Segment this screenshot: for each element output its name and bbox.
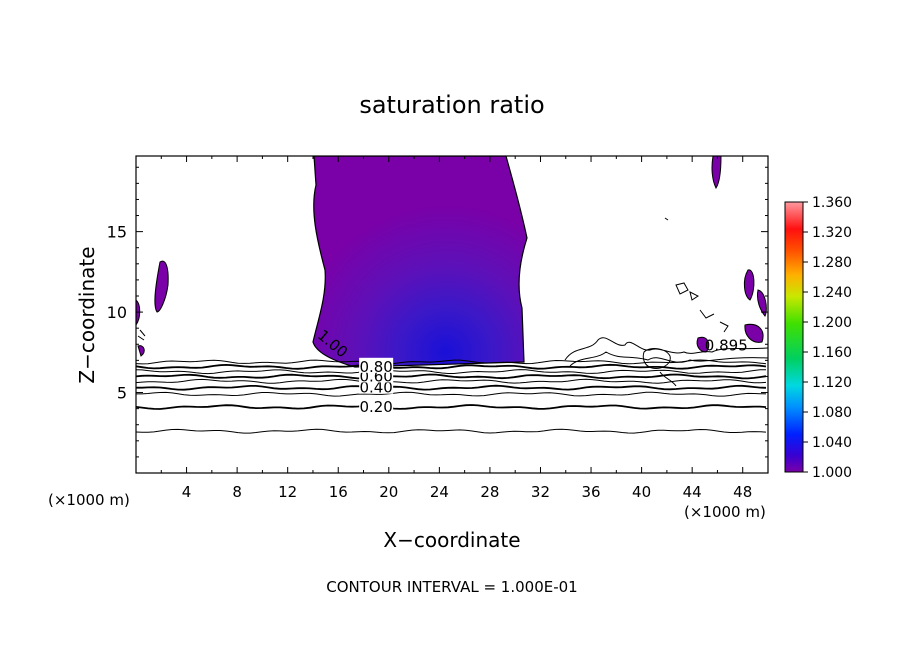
colorbar-tick-label: 1.360 — [812, 195, 852, 211]
chart-title: saturation ratio — [359, 91, 544, 119]
contour-line-0.7 — [136, 369, 767, 375]
contour-line-0.6 — [136, 373, 767, 380]
x-axis-label: X−coordinate — [383, 528, 520, 552]
x-tick-label: 8 — [232, 483, 242, 501]
inline-contour-label: 0.895 — [705, 337, 748, 355]
colorbar-tick-label: 1.240 — [812, 285, 852, 301]
x-tick-label: 20 — [379, 483, 398, 501]
x-axis-ticks: 4 8 12 16 20 24 28 32 36 40 44 48 — [160, 156, 752, 501]
contour-line-0.4 — [136, 384, 767, 391]
colorbar-tick-label: 1.000 — [812, 465, 852, 481]
x-tick-label: 16 — [329, 483, 348, 501]
x-tick-label: 44 — [683, 483, 702, 501]
contour-label-bg — [359, 357, 394, 373]
contour-line-0.9 — [136, 359, 767, 365]
x-tick-label: 48 — [733, 483, 752, 501]
colorbar-tick-label: 1.080 — [812, 405, 852, 421]
x-tick-label: 32 — [531, 483, 550, 501]
contour-label-bg — [359, 398, 394, 414]
main-plume-region — [312, 156, 528, 368]
y-axis-label: Z−coordinate — [75, 246, 99, 383]
contour-line-0.1 — [136, 428, 767, 434]
contour-label: 0.80 — [359, 358, 392, 376]
colorbar-tick-label: 1.160 — [812, 345, 852, 361]
contour-label: 0.20 — [359, 398, 392, 416]
contour-interval-text: CONTOUR INTERVAL = 1.000E-01 — [326, 578, 577, 596]
colorbar-tick-label: 1.040 — [812, 435, 852, 451]
x-unit-label: (×1000 m) — [684, 503, 766, 521]
x-tick-label: 24 — [430, 483, 449, 501]
y-tick-label: 15 — [107, 223, 127, 242]
edge-blob-left-2 — [137, 345, 145, 357]
x-tick-label: 40 — [632, 483, 651, 501]
edge-blob-right-2 — [757, 289, 767, 317]
y-tick-label: 5 — [117, 384, 127, 403]
edge-blob-top-right — [711, 156, 722, 189]
left-blob-region — [154, 260, 169, 313]
plot-frame — [135, 155, 769, 474]
y-axis-ticks: 5 10 15 — [107, 166, 768, 458]
speckle-1 — [675, 282, 699, 301]
contour-label: 0.40 — [359, 379, 392, 397]
contour-line-0.2 — [136, 404, 767, 410]
contour-line-0.5 — [136, 378, 767, 384]
turbulent-contours — [564, 337, 768, 387]
contour-labels: 0.200.400.600.801.00 0.895 — [314, 326, 748, 416]
y-tick-label: 10 — [107, 303, 127, 322]
colorbar — [784, 201, 804, 473]
contour-line-0.8 — [136, 363, 767, 370]
speckle-3 — [699, 309, 729, 333]
edge-blob-right-3 — [744, 323, 764, 343]
colorbar-tick-label: 1.200 — [812, 315, 852, 331]
x-tick-label: 28 — [480, 483, 499, 501]
z-unit-label: (×1000 m) — [48, 491, 130, 509]
speckle-4 — [664, 217, 669, 221]
speckle-2 — [137, 329, 146, 341]
colorbar-tick-label: 1.320 — [812, 225, 852, 241]
contour-lines — [136, 359, 767, 434]
x-tick-label: 12 — [278, 483, 297, 501]
contour-label-bg — [359, 378, 394, 394]
x-tick-label: 4 — [182, 483, 192, 501]
edge-blob-right-1 — [743, 269, 755, 301]
colorbar-tick-label: 1.120 — [812, 375, 852, 391]
colorbar-tick-label: 1.280 — [812, 255, 852, 271]
colorbar-ticks: 1.000 1.040 1.080 1.120 1.160 1.200 1.240 1.280… — [803, 195, 852, 481]
contour-line-0.3 — [136, 391, 767, 397]
x-tick-label: 36 — [581, 483, 600, 501]
